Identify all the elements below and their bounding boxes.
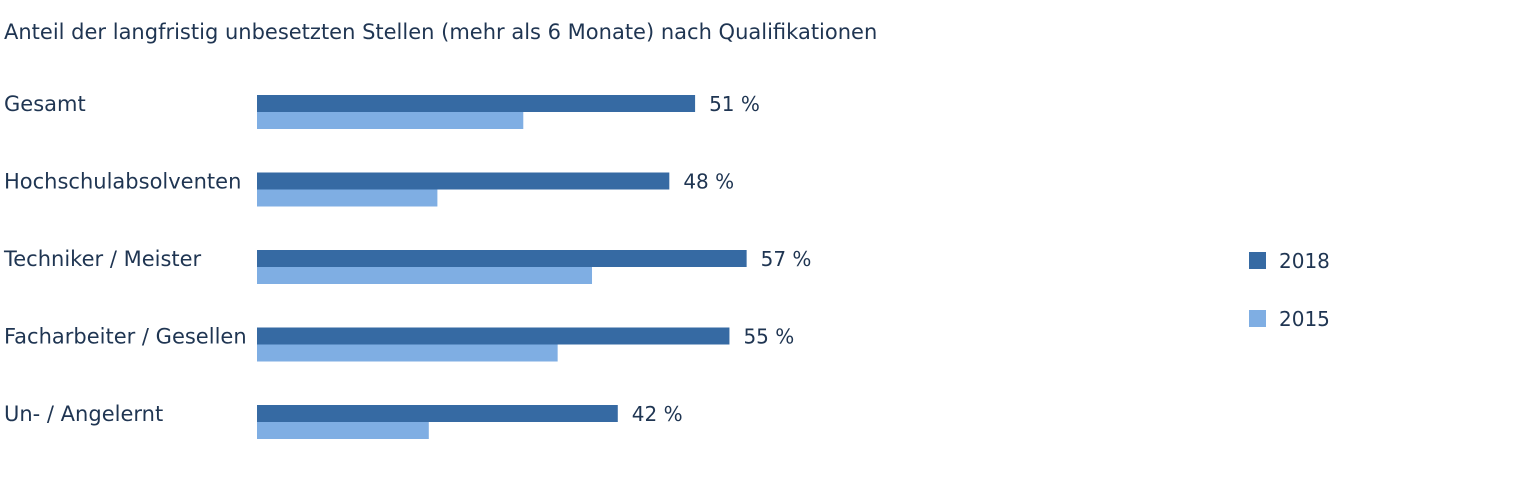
category-label: Un- / Angelernt <box>4 402 163 426</box>
data-label: 57 % <box>761 247 812 271</box>
bar-2015-0 <box>257 112 524 129</box>
legend-swatch-2018 <box>1249 252 1266 269</box>
bar-2018-3 <box>257 327 730 345</box>
bar-2018-1 <box>257 172 670 190</box>
legend: 2018 2015 <box>1249 249 1330 331</box>
category-label: Gesamt <box>4 92 86 116</box>
legend-label: 2015 <box>1279 307 1330 331</box>
category-label: Hochschulabsolventen <box>4 170 241 194</box>
data-label: 42 % <box>632 402 683 426</box>
bar-2015-4 <box>257 422 429 439</box>
category-label: Facharbeiter / Gesellen <box>4 325 247 349</box>
bar-2015-1 <box>257 189 438 207</box>
bar-2018-0 <box>257 95 696 112</box>
data-label: 48 % <box>683 170 734 194</box>
bars <box>257 95 747 439</box>
category-labels: Gesamt Hochschulabsolventen Techniker / Me… <box>3 92 247 426</box>
chart-title: Anteil der langfristig unbesetzten Stell… <box>4 20 877 44</box>
legend-label: 2018 <box>1279 249 1330 273</box>
data-label: 55 % <box>743 325 794 349</box>
bar-2018-4 <box>257 405 618 422</box>
legend-swatch-2015 <box>1249 310 1266 327</box>
bar-2015-2 <box>257 267 593 284</box>
category-label: Techniker / Meister <box>3 247 202 271</box>
bar-2015-3 <box>257 344 558 362</box>
data-label: 51 % <box>709 92 760 116</box>
value-labels: 51 % 48 % 57 % 55 % 42 % <box>632 92 812 426</box>
bar-2018-2 <box>257 250 747 267</box>
